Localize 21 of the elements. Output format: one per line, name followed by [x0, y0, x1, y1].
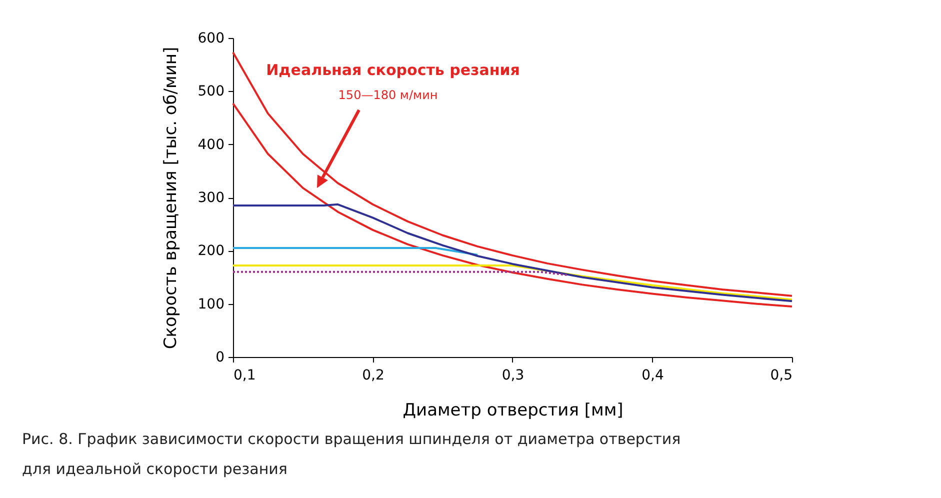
- y-tick-label: 500: [198, 84, 224, 100]
- x-tick-label: 0,1: [234, 368, 256, 384]
- y-tick-label: 600: [198, 30, 224, 46]
- annotation: 150—180 м/мин: [338, 88, 438, 102]
- y-tick-label: 100: [198, 296, 224, 312]
- y-tick-label: 0: [216, 350, 224, 366]
- y-tick-label: 400: [198, 136, 224, 153]
- line-series: [232, 203, 793, 302]
- line-series: [232, 102, 793, 308]
- y-tick-label: 200: [198, 243, 224, 260]
- line-series: [232, 264, 793, 301]
- annotation: Идеальная скорость резания: [266, 61, 520, 79]
- line-series: [232, 51, 793, 297]
- y-tick-label: 300: [198, 190, 224, 206]
- y-axis-title: Скорость вращения [тыс. об/мин]: [160, 46, 181, 350]
- x-tick-label: 0,3: [502, 368, 524, 384]
- x-axis-title: Диаметр отверстия [мм]: [402, 400, 624, 420]
- x-tick-label: 0,2: [362, 368, 384, 384]
- x-tick-label: 0,5: [770, 368, 792, 384]
- text: Рис. 8. График зависимости скорости вращения шпинделя от диаметра отверстия для идеальной скорости резания: [22, 429, 682, 480]
- x-tick-label: 0,4: [642, 368, 664, 384]
